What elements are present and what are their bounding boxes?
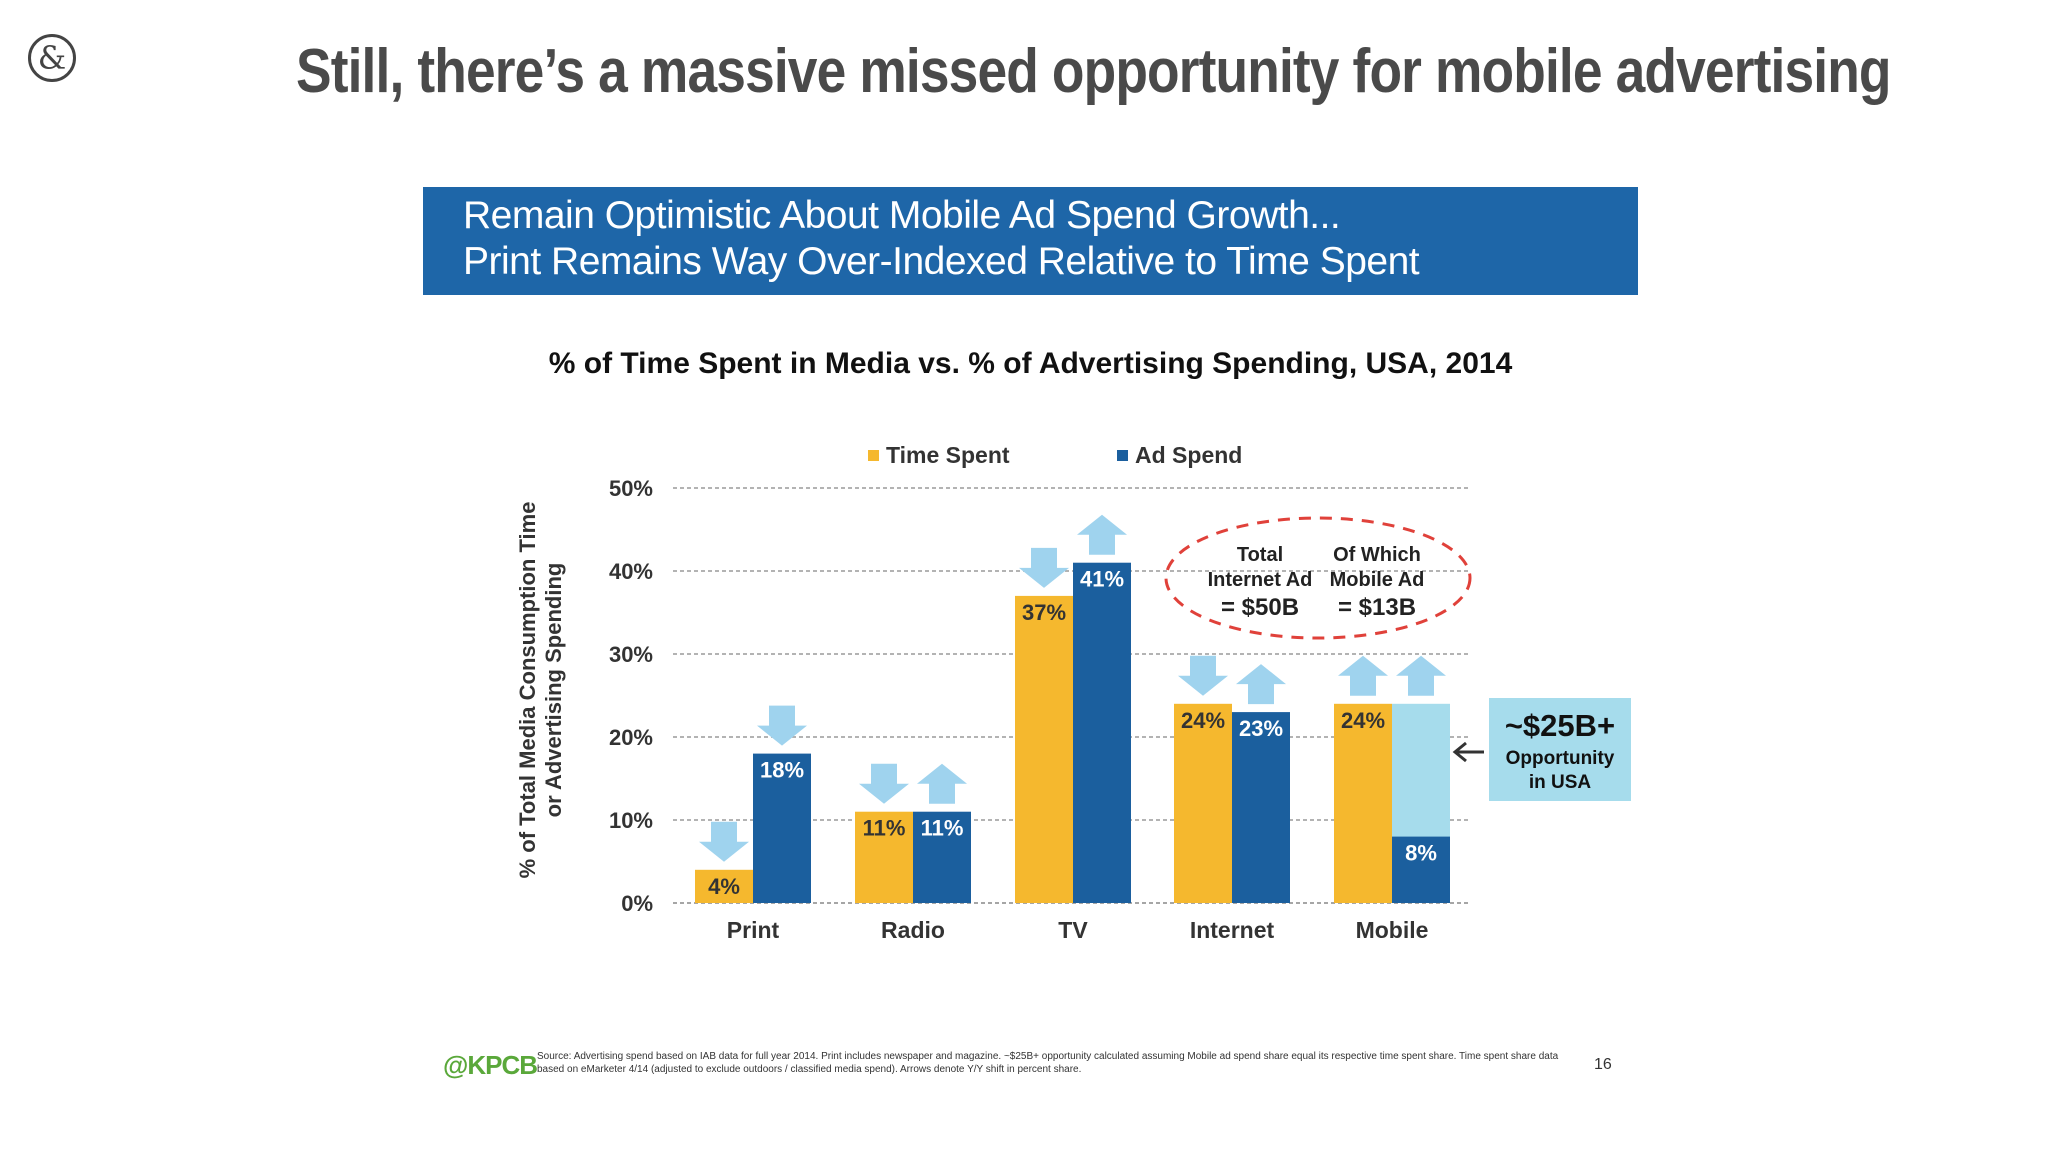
- yoy-arrow-down-icon-ad-spend-print: [757, 705, 807, 746]
- y-axis-title-line-1: % of Total Media Consumption Time: [515, 502, 540, 879]
- yoy-arrow-down-icon-time-spent-tv: [1019, 547, 1069, 588]
- yoy-arrows-layer: [699, 514, 1446, 862]
- x-tick-label-internet: Internet: [1190, 917, 1275, 943]
- bar-time-spent-print: [695, 869, 753, 903]
- annotation-col2-line1: Of Which: [1333, 544, 1421, 566]
- x-tick-label-tv: TV: [1058, 917, 1088, 943]
- bars-layer: [695, 562, 1450, 903]
- legend-label-ad-spend: Ad Spend: [1135, 442, 1242, 468]
- annotation-col2-line2: Mobile Ad: [1330, 569, 1425, 591]
- annotation-ellipse: [1164, 516, 1472, 640]
- x-tick-label-print: Print: [727, 917, 780, 943]
- banner-line-2: Print Remains Way Over-Indexed Relative …: [463, 240, 1420, 283]
- data-label-ad-spend-internet: 23%: [1239, 716, 1283, 741]
- bar-time-spent-internet: [1174, 703, 1232, 903]
- bar-ad-spend-mobile: [1392, 836, 1450, 903]
- data-label-ad-spend-print: 18%: [760, 758, 804, 783]
- x-tick-label-radio: Radio: [881, 917, 945, 943]
- page-number: 16: [1594, 1056, 1612, 1073]
- yoy-arrow-up-icon-ad-spend-mobile: [1396, 655, 1446, 696]
- x-tick-label-mobile: Mobile: [1356, 917, 1429, 943]
- bar-time-spent-radio: [855, 811, 913, 903]
- legend-swatch-time-spent: [868, 450, 879, 461]
- annotation-col2-line3: = $13B: [1338, 594, 1416, 621]
- yoy-arrow-down-icon-time-spent-internet: [1178, 655, 1228, 696]
- annotation-col1-line1: Total: [1237, 544, 1283, 566]
- data-label-ad-spend-radio: 11%: [921, 816, 964, 841]
- opportunity-label-line-1: Opportunity: [1506, 748, 1615, 769]
- yoy-arrow-up-icon-ad-spend-radio: [917, 763, 967, 804]
- bar-ad-spend-radio: [913, 811, 971, 903]
- y-axis-title-line-2: or Advertising Spending: [541, 563, 566, 818]
- yoy-arrow-up-icon-ad-spend-tv: [1077, 514, 1127, 555]
- legend: Time Spent Ad Spend: [868, 442, 1242, 468]
- bar-time-spent-mobile: [1334, 703, 1392, 903]
- annotation-col1-line3: = $50B: [1221, 594, 1299, 621]
- footer-source-note: Source: Advertising spend based on IAB d…: [537, 1051, 1559, 1075]
- bar-time-spent-tv: [1015, 595, 1073, 903]
- y-tick-label-50: 50%: [609, 476, 653, 501]
- bar-ad-spend-tv: [1073, 562, 1131, 903]
- y-axis-title: % of Total Media Consumption Time or Adv…: [515, 502, 566, 879]
- opportunity-pointer-arrow-head: [1452, 741, 1467, 763]
- ampersand-logo-icon: &: [28, 34, 76, 82]
- opportunity-box: [1489, 698, 1631, 801]
- chart-title: % of Time Spent in Media vs. % of Advert…: [548, 347, 1513, 380]
- y-tick-label-40: 40%: [609, 559, 653, 584]
- data-label-time-spent-mobile: 24%: [1341, 708, 1385, 733]
- opportunity-label-line-2: in USA: [1529, 772, 1592, 793]
- header-banner: Remain Optimistic About Mobile Ad Spend …: [423, 187, 1638, 295]
- annotation-col1-line2: Internet Ad: [1208, 569, 1313, 591]
- bar-ad-spend-internet: [1232, 712, 1290, 903]
- yoy-arrow-up-icon-time-spent-mobile: [1338, 655, 1388, 696]
- bar-ad-spend-print: [753, 753, 811, 903]
- footer-brand: @KPCB: [443, 1050, 538, 1080]
- labels-layer: 0% 10% 20% 30% 40% 50% Print 4% 18% Radio 11% 11% TV…: [609, 476, 1437, 943]
- yoy-arrow-down-icon-time-spent-radio: [859, 763, 909, 804]
- yoy-arrow-up-icon-ad-spend-internet: [1236, 664, 1286, 705]
- yoy-arrow-down-icon-time-spent-print: [699, 821, 749, 862]
- legend-label-time-spent: Time Spent: [886, 442, 1010, 468]
- opportunity-callout: ~$25B+ Opportunity in USA: [1452, 698, 1631, 801]
- data-label-ad-spend-tv: 41%: [1080, 567, 1124, 592]
- data-label-time-spent-radio: 11%: [863, 816, 906, 841]
- data-label-ad-spend-mobile: 8%: [1405, 841, 1437, 866]
- internet-mobile-annotation: Total Internet Ad = $50B Of Which Mobile…: [1164, 516, 1472, 640]
- opportunity-amount: ~$25B+: [1505, 708, 1615, 743]
- y-tick-label-0: 0%: [621, 891, 653, 916]
- legend-swatch-ad-spend: [1117, 450, 1128, 461]
- y-tick-label-20: 20%: [609, 725, 653, 750]
- data-label-time-spent-print: 4%: [708, 874, 740, 899]
- y-tick-label-30: 30%: [609, 642, 653, 667]
- data-label-time-spent-tv: 37%: [1022, 600, 1066, 625]
- logo-glyph: &: [37, 39, 67, 77]
- y-tick-label-10: 10%: [609, 808, 653, 833]
- data-label-time-spent-internet: 24%: [1181, 708, 1225, 733]
- banner-line-1: Remain Optimistic About Mobile Ad Spend …: [463, 194, 1341, 237]
